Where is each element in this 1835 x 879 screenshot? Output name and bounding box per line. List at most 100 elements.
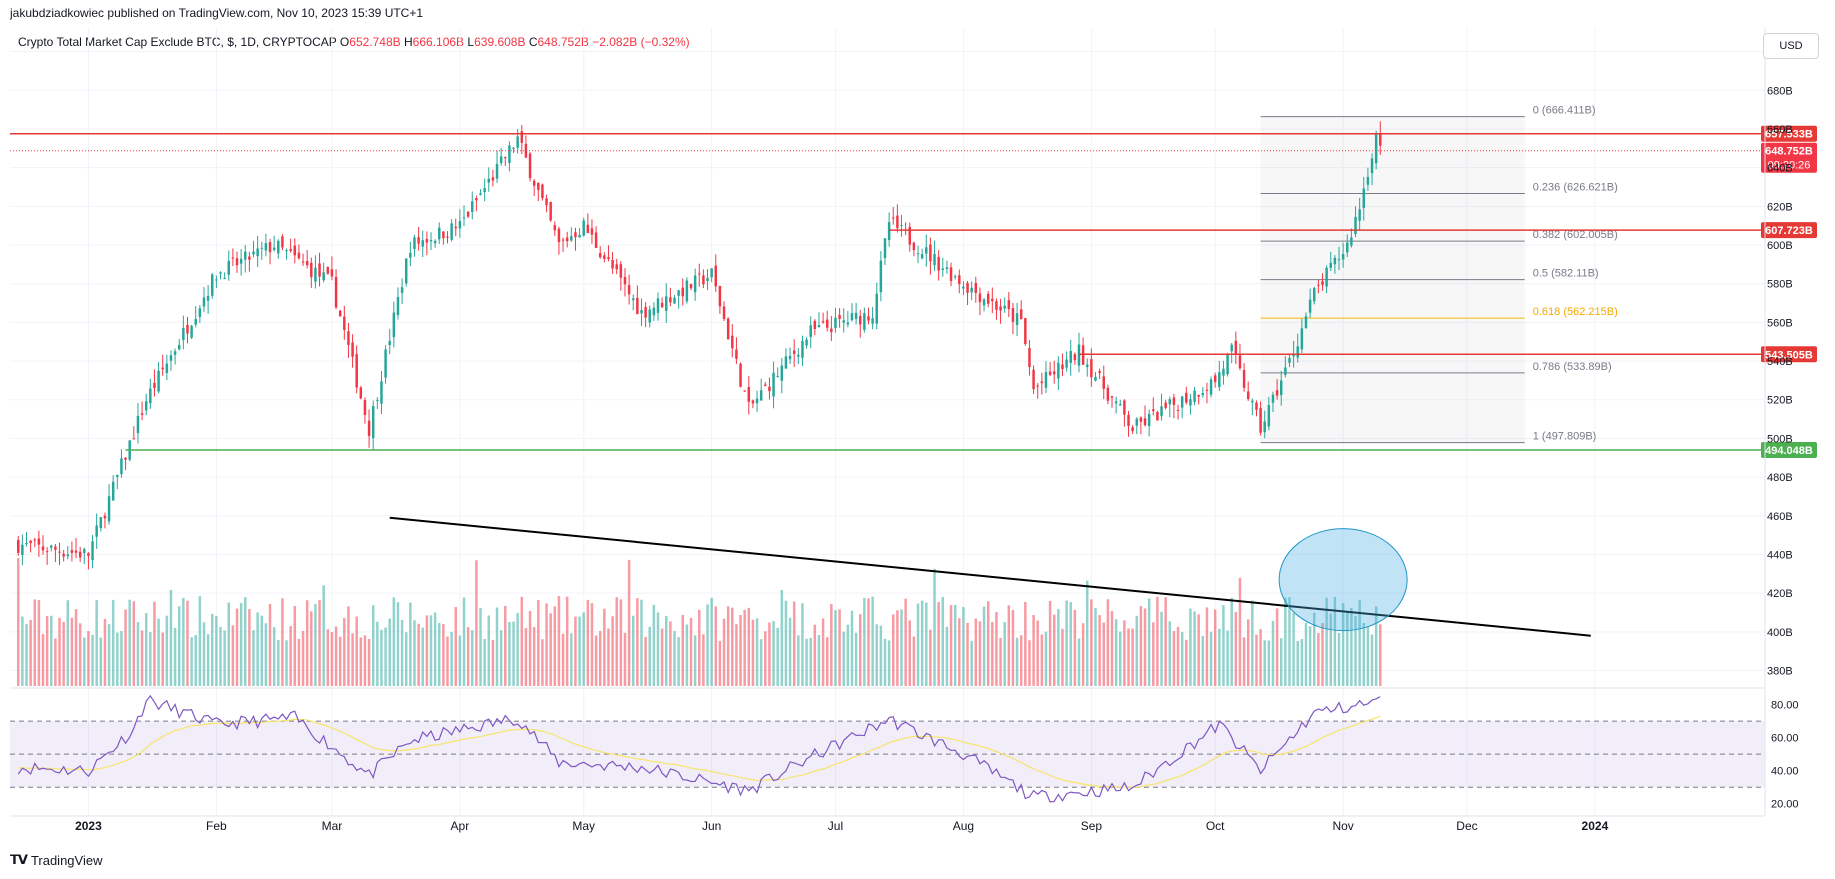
volume-bar (70, 617, 74, 686)
volume-bar (1234, 612, 1238, 686)
candle-body (764, 384, 767, 387)
candle-body (1341, 254, 1345, 260)
volume-bar (376, 621, 379, 686)
candle-body (640, 309, 643, 314)
price-tick-label: 600B (1767, 240, 1793, 252)
volume-bar (107, 624, 111, 686)
candle-body (1114, 401, 1118, 404)
volume-bar (1341, 603, 1345, 686)
candle-body (471, 201, 474, 213)
candle-body (838, 314, 841, 319)
fib-level-label: 0.5 (582.11B) (1533, 268, 1599, 280)
price-tick-label: 560B (1767, 317, 1793, 329)
candle-body (429, 239, 433, 242)
candle-body (1197, 394, 1200, 397)
volume-bar (334, 626, 338, 686)
volume-bar (1040, 634, 1044, 686)
volume-bar (1094, 607, 1097, 686)
candle-body (264, 243, 268, 251)
volume-bar (619, 599, 623, 686)
candle-body (318, 263, 321, 277)
candle-body (186, 324, 189, 334)
time-tick-label: May (572, 819, 595, 833)
volume-bar (598, 631, 602, 686)
volume-bar (21, 616, 24, 686)
annotations[interactable] (389, 516, 1591, 637)
horizontal-levels[interactable]: 657.533B 607.723B 543.505B 494.048B 648.752B… (10, 125, 1817, 458)
volume-bar (136, 622, 140, 686)
candle-body (25, 542, 28, 544)
candle-body (425, 238, 429, 243)
last-price-tag (1761, 142, 1817, 173)
volume-bar (252, 630, 255, 686)
volume-bar (223, 630, 226, 686)
volume-bar (396, 602, 400, 686)
volume-bar (636, 598, 639, 686)
candle-body (211, 274, 214, 296)
candle-body (867, 316, 870, 321)
volume-bar (359, 637, 363, 686)
open-label: O (339, 35, 350, 49)
fibonacci-retracement[interactable]: 0 (666.411B) 0.236 (626.621B) 0.382 (602.0… (1260, 105, 1618, 444)
candle-body (376, 399, 379, 401)
candle-body (1160, 406, 1163, 417)
candle-body (892, 217, 895, 219)
volume-bar (941, 597, 945, 686)
candle-body (1024, 318, 1027, 345)
candle-body (396, 297, 400, 316)
candle-body (215, 279, 218, 281)
candle-body (355, 354, 358, 388)
volume-bar (607, 628, 610, 686)
candle-body (916, 253, 920, 255)
volume-bar (1193, 611, 1196, 686)
volume-bar (809, 637, 812, 686)
volume-bar (454, 607, 457, 686)
volume-bar (219, 626, 222, 686)
symbol-name[interactable]: Crypto Total Market Cap Exclude BTC, $, … (18, 35, 337, 49)
volume-bar (227, 602, 230, 686)
volume-bar (438, 623, 441, 686)
candle-body (103, 515, 107, 519)
level-price-label: 607.723B (1765, 225, 1813, 237)
candle-body (1313, 288, 1316, 302)
candle-body (528, 153, 532, 179)
volume-bar (648, 626, 651, 686)
volume-bar (966, 622, 969, 686)
volume-bar (231, 625, 235, 686)
candle-body (99, 517, 103, 529)
candle-body (1193, 390, 1196, 402)
tradingview-logo[interactable]: 𝗧𝗩 TradingView (10, 852, 102, 868)
candle-body (825, 319, 829, 328)
candle-body (359, 387, 363, 399)
candle-body (594, 232, 598, 248)
candle-body (722, 306, 726, 319)
level-price-tag (1761, 222, 1817, 239)
volume-bar (615, 597, 618, 686)
volume-bar (541, 639, 544, 686)
volume-bar (1329, 613, 1332, 686)
candle-body (1374, 133, 1378, 164)
volume-bar (1007, 605, 1011, 686)
volume-bar (182, 597, 185, 686)
currency-button[interactable]: USD (1763, 33, 1819, 59)
volume-bar (347, 606, 350, 686)
candle-body (689, 283, 693, 289)
volume-bar (1213, 609, 1217, 686)
volume-bar (846, 624, 850, 686)
candle-body (483, 188, 486, 192)
candle-body (70, 550, 74, 553)
volume-bar (1044, 631, 1048, 686)
volume-bar (817, 635, 821, 686)
volume-bar (838, 609, 841, 686)
volume-bar (409, 602, 412, 686)
volume-bar (41, 634, 45, 686)
candle-body (698, 273, 701, 275)
volume-bar (532, 627, 536, 686)
candle-body (1036, 385, 1039, 387)
high-value: 666.106B (412, 35, 465, 49)
candle-body (351, 342, 354, 357)
candle-body (1077, 344, 1081, 366)
volume-bar (788, 617, 792, 686)
candle-body (520, 131, 524, 143)
